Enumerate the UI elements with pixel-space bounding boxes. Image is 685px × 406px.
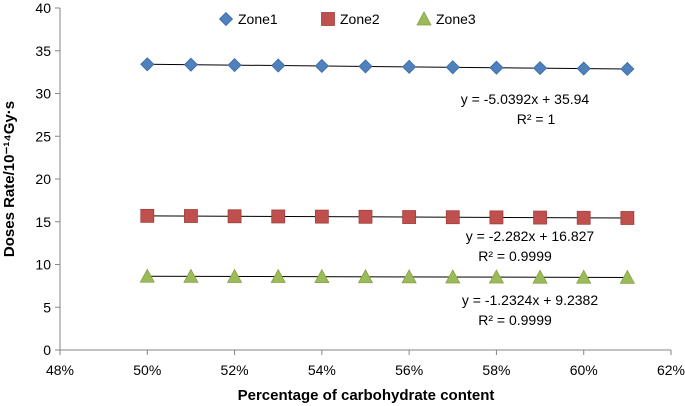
trendline-r2: R² = 0.9999 (478, 248, 552, 264)
trendline-r2: R² = 1 (517, 111, 556, 127)
trendline-equation: y = -1.2324x + 9.2382 (462, 292, 598, 308)
data-point-zone3 (619, 269, 636, 284)
data-point-zone2 (358, 209, 373, 224)
y-ticks: 0 5 10 15 20 25 30 35 40 (35, 0, 60, 358)
x-axis-title: Percentage of carbohydrate content (238, 387, 495, 404)
data-point-zone3 (139, 268, 155, 283)
trendlines (147, 63, 628, 278)
x-tick-label: 60% (570, 362, 598, 378)
legend-label: Zone3 (436, 11, 476, 27)
data-point-zone3 (576, 269, 592, 284)
trendline-equation: y = -5.0392x + 35.94 (461, 91, 590, 107)
trendline-annotations: y = -5.0392x + 35.94 R² = 1 y = -2.282x + … (461, 91, 599, 328)
data-point-zone3 (532, 269, 548, 284)
y-axis-title: Doses Rate/10⁻¹⁴Gy·s (1, 101, 18, 257)
data-point-zone2 (620, 211, 635, 225)
data-point-zone3 (445, 269, 461, 284)
data-point-zone2 (576, 210, 591, 225)
data-point-zone1 (183, 57, 198, 72)
data-point-zone1 (576, 61, 591, 76)
legend-label: Zone2 (340, 11, 380, 27)
x-tick-label: 54% (308, 362, 336, 378)
y-tick-label: 20 (35, 171, 51, 187)
trendline-r2: R² = 0.9999 (478, 312, 552, 328)
legend-marker-zone3 (416, 11, 432, 26)
data-point-zone3 (401, 269, 417, 284)
x-tick-label: 58% (482, 362, 510, 378)
data-point-zone1 (620, 61, 635, 77)
data-point-zone3 (270, 268, 286, 283)
data-point-zone3 (357, 268, 374, 284)
y-tick-label: 35 (35, 43, 51, 59)
legend-marker-zone1 (218, 11, 234, 27)
data-points (139, 57, 636, 284)
data-point-zone1 (489, 60, 504, 75)
x-ticks: 48% 50% 52% 54% 56% 58% 60% 62% (46, 350, 685, 378)
data-point-zone2 (271, 209, 286, 224)
data-point-zone3 (226, 268, 243, 283)
data-point-zone2 (533, 210, 547, 225)
data-point-zone2 (184, 209, 198, 223)
data-point-zone2 (314, 209, 329, 224)
data-point-zone1 (140, 57, 155, 72)
y-tick-label: 0 (43, 342, 51, 358)
legend-label: Zone1 (238, 11, 278, 27)
trendline-zone1 (147, 63, 628, 70)
data-point-zone1 (445, 60, 460, 75)
y-tick-label: 10 (35, 257, 51, 273)
legend: Zone1 Zone2 Zone3 (218, 11, 476, 27)
data-point-zone3 (183, 268, 199, 283)
x-tick-label: 48% (46, 362, 74, 378)
data-point-zone1 (227, 58, 242, 73)
trendline-zone3 (147, 275, 628, 278)
x-tick-label: 62% (657, 362, 685, 378)
legend-marker-zone2 (321, 12, 335, 26)
data-point-zone1 (533, 61, 548, 76)
x-tick-label: 50% (133, 362, 161, 378)
data-point-zone2 (489, 210, 504, 225)
trendline-zone2 (147, 215, 628, 219)
data-point-zone1 (271, 58, 286, 73)
y-tick-label: 15 (35, 214, 51, 230)
trendline-equation: y = -2.282x + 16.827 (466, 228, 595, 244)
y-tick-label: 40 (35, 0, 51, 16)
x-tick-label: 56% (395, 362, 423, 378)
data-point-zone3 (488, 269, 505, 284)
data-point-zone2 (227, 209, 242, 224)
data-point-zone2 (402, 210, 417, 224)
data-point-zone3 (314, 268, 330, 283)
y-tick-label: 5 (43, 299, 51, 315)
data-point-zone1 (314, 58, 329, 74)
x-tick-label: 52% (221, 362, 249, 378)
data-point-zone1 (402, 59, 417, 74)
data-point-zone2 (445, 210, 460, 225)
y-tick-label: 25 (35, 128, 51, 144)
data-point-zone1 (358, 59, 373, 74)
data-point-zone2 (140, 208, 155, 223)
y-tick-label: 30 (35, 86, 51, 102)
